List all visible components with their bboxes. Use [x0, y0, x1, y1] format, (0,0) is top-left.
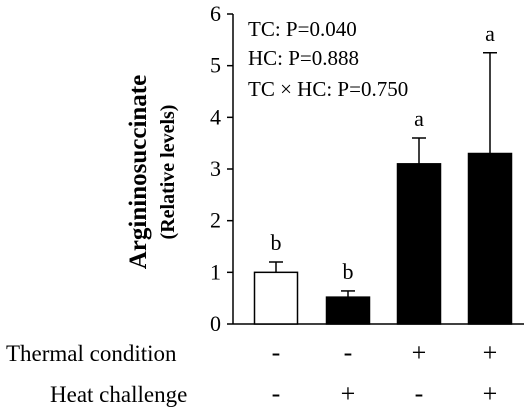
bar — [253, 271, 299, 325]
error-bars — [269, 52, 497, 298]
factor-level: + — [412, 338, 427, 367]
y-tick-label: 4 — [210, 104, 221, 129]
y-ticks: 0 1 2 3 4 5 6 — [210, 1, 233, 336]
significance-letter: b — [343, 259, 354, 284]
y-tick-label: 5 — [210, 53, 221, 78]
y-tick-label: 1 — [210, 259, 221, 284]
bar — [467, 152, 513, 325]
significance-letter: a — [414, 106, 424, 131]
factor-level: + — [483, 338, 498, 367]
factor-level: - — [415, 379, 424, 408]
y-axis-title: Argininosuccinate — [125, 75, 152, 269]
factor-level: + — [341, 379, 356, 408]
y-tick-label: 2 — [210, 208, 221, 233]
factor-levels: - - + + - + - + — [272, 338, 498, 408]
factor-level: - — [272, 338, 281, 367]
stat-tc: TC: P=0.040 — [248, 17, 357, 41]
factor-level: - — [272, 379, 281, 408]
y-tick-label: 0 — [210, 311, 221, 336]
significance-letters: b b a a — [271, 21, 496, 284]
stat-interaction: TC × HC: P=0.750 — [248, 77, 408, 101]
factor-label-thermal: Thermal condition — [6, 341, 177, 366]
significance-letter: b — [271, 230, 282, 255]
factor-level: + — [483, 379, 498, 408]
significance-letter: a — [485, 21, 495, 46]
factor-label-heat: Heat challenge — [50, 382, 187, 407]
stat-hc: HC: P=0.888 — [248, 46, 359, 70]
y-tick-label: 3 — [210, 156, 221, 181]
factor-level: - — [344, 338, 353, 367]
y-axis-subtitle: (Relative levels) — [157, 105, 179, 240]
bars — [253, 152, 513, 325]
bar — [325, 296, 371, 325]
bar — [396, 163, 442, 325]
y-tick-label: 6 — [210, 1, 221, 26]
